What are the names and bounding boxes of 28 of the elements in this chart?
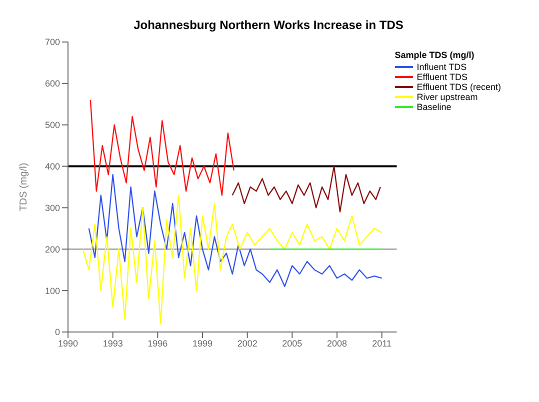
legend-title: Sample TDS (mg/l)	[394, 50, 476, 60]
y-axis-title: TDS (mg/l)	[18, 162, 30, 212]
y-tick-label: 0	[54, 327, 60, 338]
y-tick-label: 600	[44, 78, 60, 89]
x-tick-label: 2011	[372, 338, 392, 348]
x-tick-label: 2005	[282, 338, 302, 348]
legend-label: Influent TDS	[416, 62, 468, 72]
y-tick-label: 200	[44, 244, 60, 254]
line-series	[232, 166, 381, 212]
legend-label: Baseline	[416, 102, 452, 112]
line-series	[88, 174, 382, 288]
x-tick-label: 2002	[237, 338, 258, 348]
line-series	[82, 194, 382, 324]
y-tick-label: 700	[44, 37, 60, 48]
y-tick-label: 300	[44, 202, 60, 213]
x-tick-label: 1996	[148, 338, 168, 348]
line-series	[90, 99, 234, 196]
x-tick-label: 1999	[192, 338, 213, 348]
y-tick-label: 100	[44, 286, 60, 296]
x-tick-label: 1990	[58, 338, 78, 348]
chart-title: Johannesburg Northern Works Increase in TDS	[132, 17, 404, 32]
legend-label: Effluent TDS (recent)	[416, 82, 501, 92]
x-tick-label: 1993	[102, 338, 123, 348]
x-tick-label: 2008	[326, 338, 348, 348]
y-tick-label: 400	[44, 161, 60, 172]
legend-label: Effluent TDS	[416, 72, 468, 82]
y-tick-label: 500	[44, 120, 60, 130]
legend-label: River upstream	[416, 92, 479, 102]
